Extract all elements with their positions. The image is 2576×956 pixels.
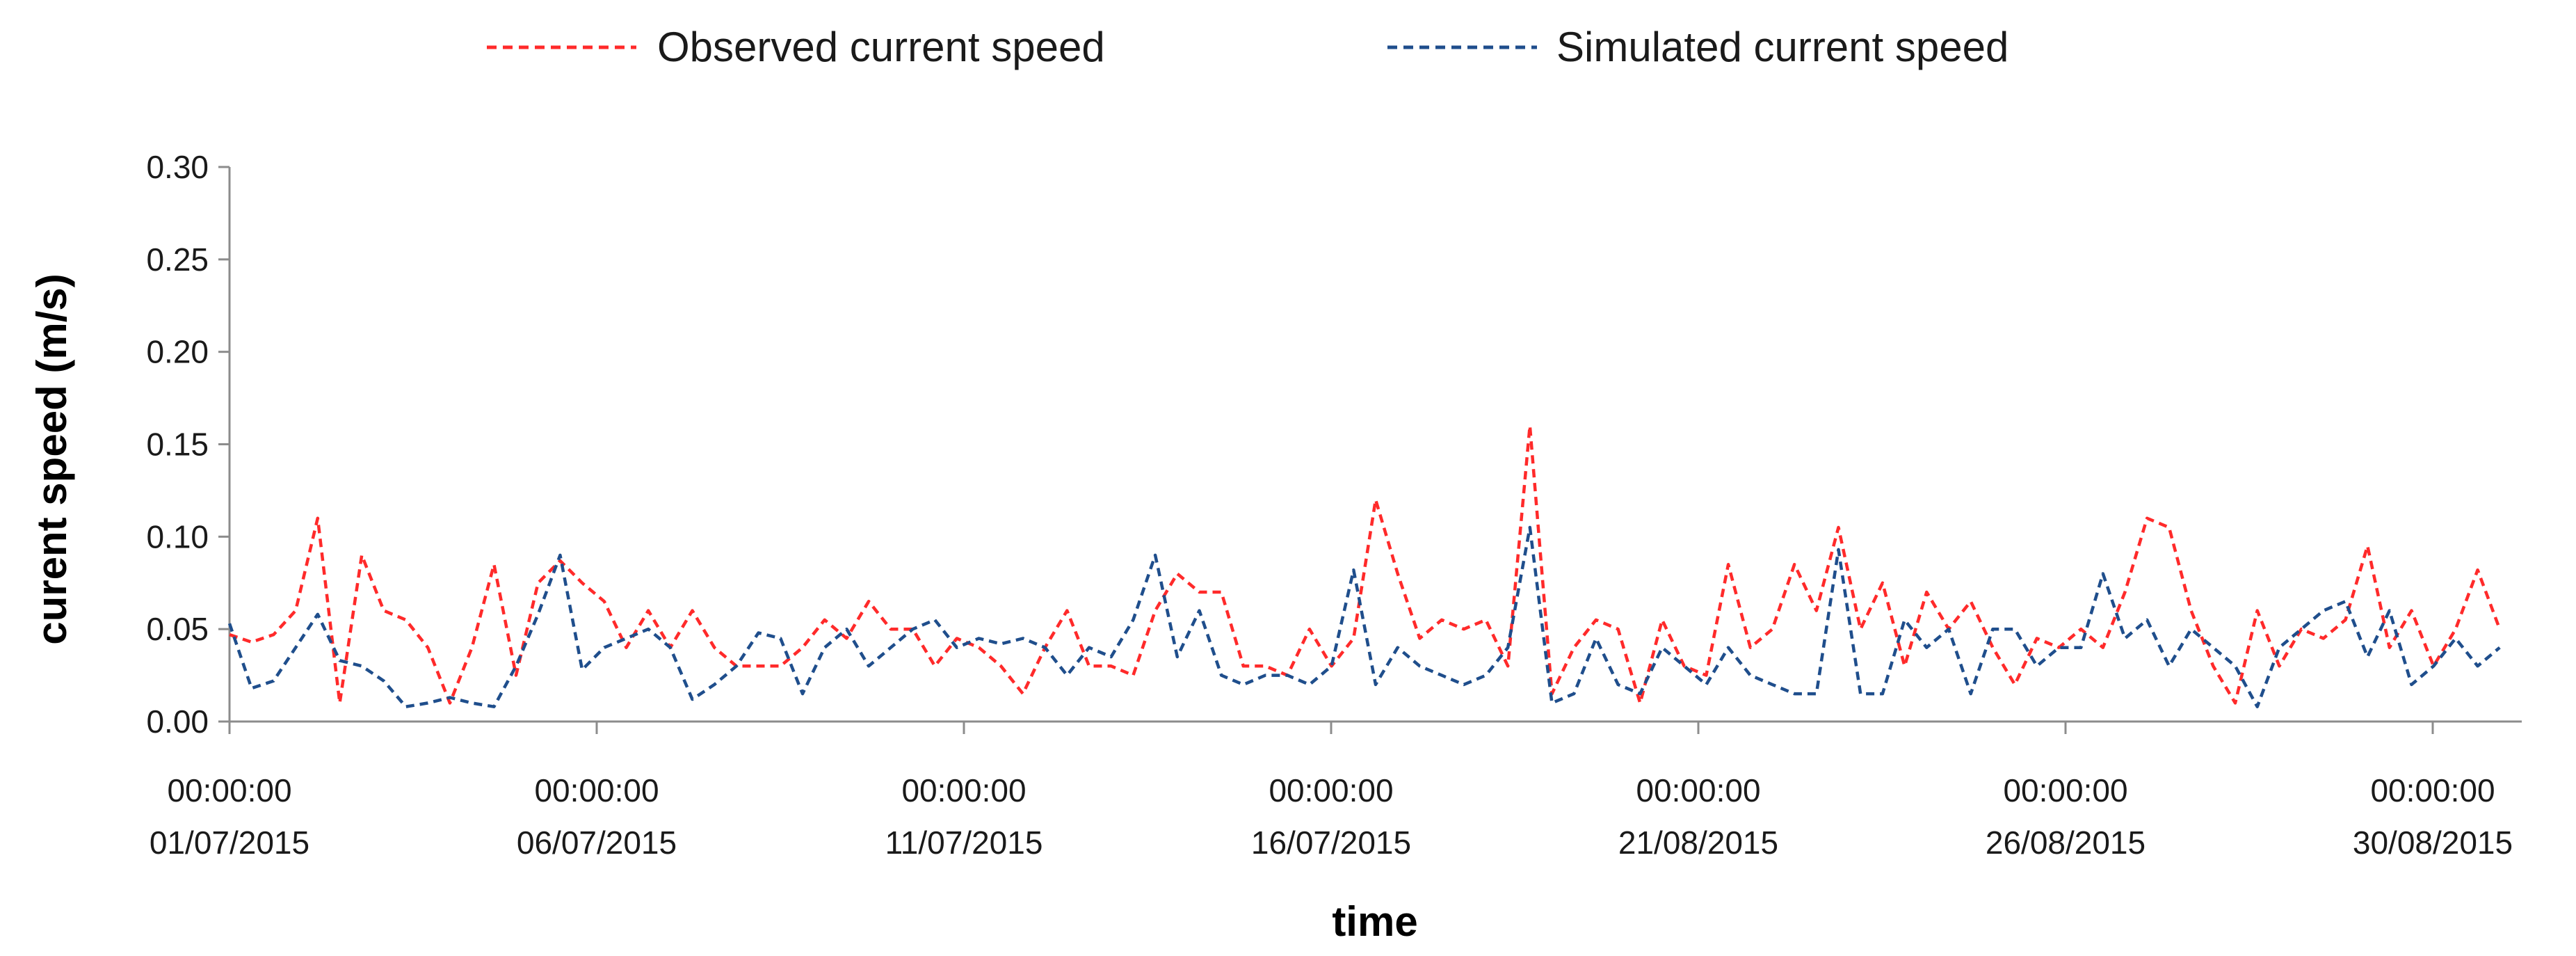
x-tick-label-date: 01/07/2015 [150, 824, 309, 861]
y-tick-label: 0.20 [146, 334, 209, 370]
legend-label-simulated: Simulated current speed [1556, 24, 2009, 70]
x-tick-label-time: 00:00:00 [167, 772, 291, 808]
y-tick-label: 0.15 [146, 427, 209, 463]
y-tick-label: 0.10 [146, 518, 209, 555]
x-tick-label-time: 00:00:00 [2370, 772, 2495, 808]
series-line-simulated [227, 525, 2501, 708]
series-line-observed [229, 424, 2502, 705]
y-tick-label: 0.25 [146, 241, 209, 278]
x-tick-label-time: 00:00:00 [1269, 772, 1393, 808]
x-axis-ticks: 00:00:00 01/07/2015 00:00:00 06/07/2015 00:0… [150, 722, 2513, 861]
x-tick-label-time: 00:00:00 [1636, 772, 1760, 808]
y-axis-title: curent speed (m/s) [29, 273, 75, 644]
x-tick-label-time: 00:00:00 [2003, 772, 2127, 808]
x-tick-label-date: 26/08/2015 [1986, 824, 2146, 861]
x-tick-label-date: 11/07/2015 [885, 824, 1043, 861]
y-axis-ticks: 0.00 0.05 0.10 0.15 0.20 0.25 0.30 [146, 149, 230, 740]
x-tick-label-date: 16/07/2015 [1251, 824, 1411, 861]
x-tick-label-time: 00:00:00 [901, 772, 1026, 808]
series-layer [227, 424, 2502, 708]
x-tick-label-date: 21/08/2015 [1618, 824, 1778, 861]
axes [228, 167, 2522, 723]
legend: Observed current speed Simulated current… [487, 24, 2009, 70]
x-tick-label-date: 06/07/2015 [517, 824, 677, 861]
x-tick-label-date: 30/08/2015 [2353, 824, 2513, 861]
y-tick-label: 0.00 [146, 703, 209, 740]
x-tick-label-time: 00:00:00 [534, 772, 659, 808]
y-tick-label: 0.30 [146, 149, 209, 185]
legend-label-observed: Observed current speed [657, 24, 1105, 70]
x-axis-title: time [1332, 898, 1417, 945]
y-tick-label: 0.05 [146, 611, 209, 647]
